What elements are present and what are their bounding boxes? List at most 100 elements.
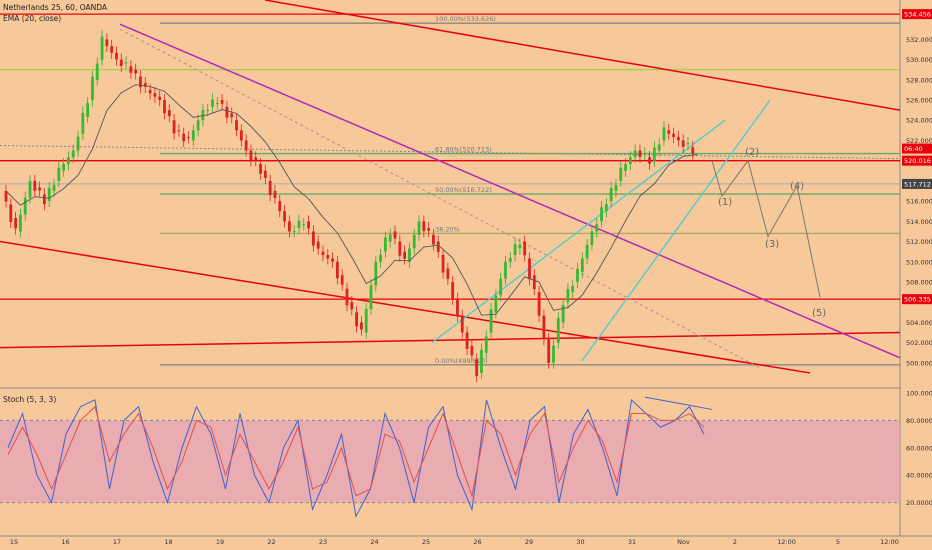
candle-body xyxy=(590,231,594,245)
candle-body xyxy=(480,349,483,373)
candle-body xyxy=(153,93,157,97)
candle-body xyxy=(408,248,411,262)
candle-body xyxy=(14,217,18,229)
candle-body xyxy=(71,150,75,158)
time-tick-label: 17 xyxy=(113,538,121,546)
time-tick-label: 12:00 xyxy=(777,538,796,546)
candle-body xyxy=(648,157,651,164)
candle-body xyxy=(388,234,392,242)
candle-body xyxy=(278,201,282,212)
price-tick-label: 528.000 xyxy=(906,76,932,84)
candle-body xyxy=(609,187,613,202)
fib-label: 38.20% xyxy=(435,225,460,233)
candle-body xyxy=(652,147,656,161)
candle-body xyxy=(307,221,310,229)
candle-body xyxy=(667,130,671,134)
price-tick-label: 524.000 xyxy=(906,117,932,125)
candle-body xyxy=(412,234,416,249)
candle-body xyxy=(287,221,291,232)
wave-label: (1) xyxy=(718,197,732,208)
projected-wave-path xyxy=(711,159,821,298)
candle-body xyxy=(172,120,176,134)
time-tick-label: 15 xyxy=(10,538,18,546)
candle-body xyxy=(316,241,320,249)
time-tick-label: 2 xyxy=(733,538,737,546)
candle-body xyxy=(451,281,455,299)
candle-body xyxy=(23,197,27,215)
candle-body xyxy=(393,231,397,239)
candle-body xyxy=(432,234,435,245)
candle-body xyxy=(326,255,330,259)
candle-body xyxy=(95,63,99,80)
price-tag-label: 06:40 xyxy=(904,145,923,153)
candle-body xyxy=(585,244,589,259)
candle-body xyxy=(484,336,488,353)
time-tick-label: 19 xyxy=(216,538,224,546)
candle-body xyxy=(561,305,565,323)
candle-body xyxy=(124,62,128,64)
candle-body xyxy=(576,268,579,282)
candle-body xyxy=(537,292,541,316)
candle-body xyxy=(167,110,171,117)
price-tag-label: 506.335 xyxy=(904,296,931,304)
candle-body xyxy=(91,76,94,101)
price-tag-label: 520.016 xyxy=(904,157,931,165)
candle-body xyxy=(547,339,551,363)
candle-body xyxy=(369,285,373,309)
candle-body xyxy=(374,261,378,286)
time-tick-label: 31 xyxy=(628,538,636,546)
price-tick-label: 530.000 xyxy=(906,56,932,64)
candle-body xyxy=(19,214,22,232)
candle-body xyxy=(417,221,421,235)
candle-body xyxy=(571,286,575,293)
ema-legend: EMA (20, close) xyxy=(3,14,62,23)
candle-body xyxy=(259,164,262,174)
candle-body xyxy=(196,120,200,131)
candle-body xyxy=(100,36,104,60)
candle-body xyxy=(76,136,80,151)
candle-body xyxy=(628,157,632,165)
candle-body xyxy=(119,59,123,66)
time-tick-label: 16 xyxy=(61,538,69,546)
wave-label: (5) xyxy=(812,308,826,319)
candle-body xyxy=(489,309,493,333)
candle-body xyxy=(33,180,37,191)
candle-body xyxy=(350,302,354,310)
candle-body xyxy=(115,52,118,60)
magenta-trendline xyxy=(119,23,901,359)
candle-body xyxy=(110,46,114,53)
dashed-fib-line xyxy=(119,28,761,369)
candle-body xyxy=(191,130,195,141)
price-tick-label: 526.000 xyxy=(906,97,932,105)
candle-body xyxy=(513,244,517,256)
candle-body xyxy=(220,100,224,104)
candle-body xyxy=(662,127,666,141)
fib-label: 50.00%(516.722) xyxy=(435,186,492,194)
stoch-tick-label: 100.0000 xyxy=(906,390,932,398)
candle-body xyxy=(254,157,258,161)
stoch-line xyxy=(7,405,705,498)
time-tick-label: 26 xyxy=(473,538,481,546)
candle-body xyxy=(47,187,51,202)
candle-body xyxy=(600,207,603,222)
candle-body xyxy=(360,322,363,330)
price-tag-bg xyxy=(902,294,932,305)
time-tick-label: 25 xyxy=(422,538,430,546)
fib-label: 0.00%(499.810) xyxy=(435,357,488,365)
candle-body xyxy=(398,241,402,256)
wave-label: (4) xyxy=(790,181,804,192)
candle-body xyxy=(508,258,512,262)
candle-body xyxy=(43,194,46,205)
candle-body xyxy=(532,275,536,290)
candle-body xyxy=(177,130,181,132)
ema-line xyxy=(5,84,698,316)
candle-body xyxy=(321,251,325,256)
stoch-tick-label: 40.0000 xyxy=(906,472,932,480)
time-tick-label: 5 xyxy=(836,538,840,546)
candle-body xyxy=(297,220,301,229)
candle-body xyxy=(139,76,142,88)
time-tick-label: 30 xyxy=(576,538,584,546)
candle-body xyxy=(57,167,61,181)
candle-body xyxy=(206,109,210,111)
